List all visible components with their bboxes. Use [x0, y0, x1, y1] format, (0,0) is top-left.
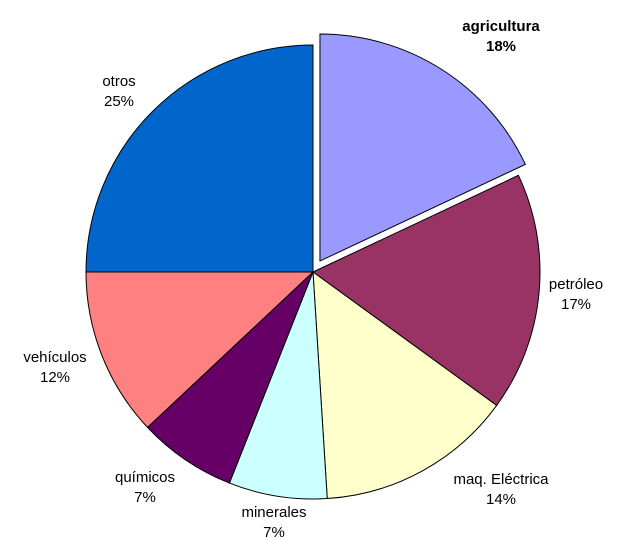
slice-percent-label: 7% [134, 489, 156, 506]
slice-label-otros: otros 25% [102, 73, 135, 110]
slice-category-label: minerales [241, 504, 306, 521]
pie-slice-otros [85, 44, 314, 273]
slice-percent-label: 18% [486, 38, 516, 55]
slice-category-label: agricultura [462, 18, 540, 35]
slice-percent-label: 14% [486, 491, 516, 508]
slice-category-label: petróleo [549, 276, 603, 293]
slice-label-quimicos: químicos 7% [115, 469, 175, 506]
pie-slice-agricultura [319, 33, 527, 262]
slice-label-maq-electrica: maq. Eléctrica 14% [453, 471, 549, 508]
pie-slice-petroleo [312, 174, 541, 407]
slice-percent-label: 12% [40, 369, 70, 386]
slice-percent-label: 17% [561, 296, 591, 313]
pie-slice-maq-electrica [312, 270, 498, 500]
slice-label-petroleo: petróleo 17% [549, 276, 603, 313]
slice-category-label: vehículos [23, 349, 86, 366]
slice-percent-label: 25% [104, 93, 134, 110]
slice-label-minerales: minerales 7% [241, 504, 306, 539]
slice-category-label: químicos [115, 469, 175, 486]
slice-label-agricultura: agricultura 18% [462, 18, 540, 55]
slice-percent-label: 7% [263, 524, 285, 539]
slice-label-vehiculos: vehículos 12% [23, 349, 86, 386]
slice-category-label: maq. Eléctrica [453, 471, 549, 488]
slice-category-label: otros [102, 73, 135, 90]
pie-slice-vehiculos [85, 271, 315, 429]
